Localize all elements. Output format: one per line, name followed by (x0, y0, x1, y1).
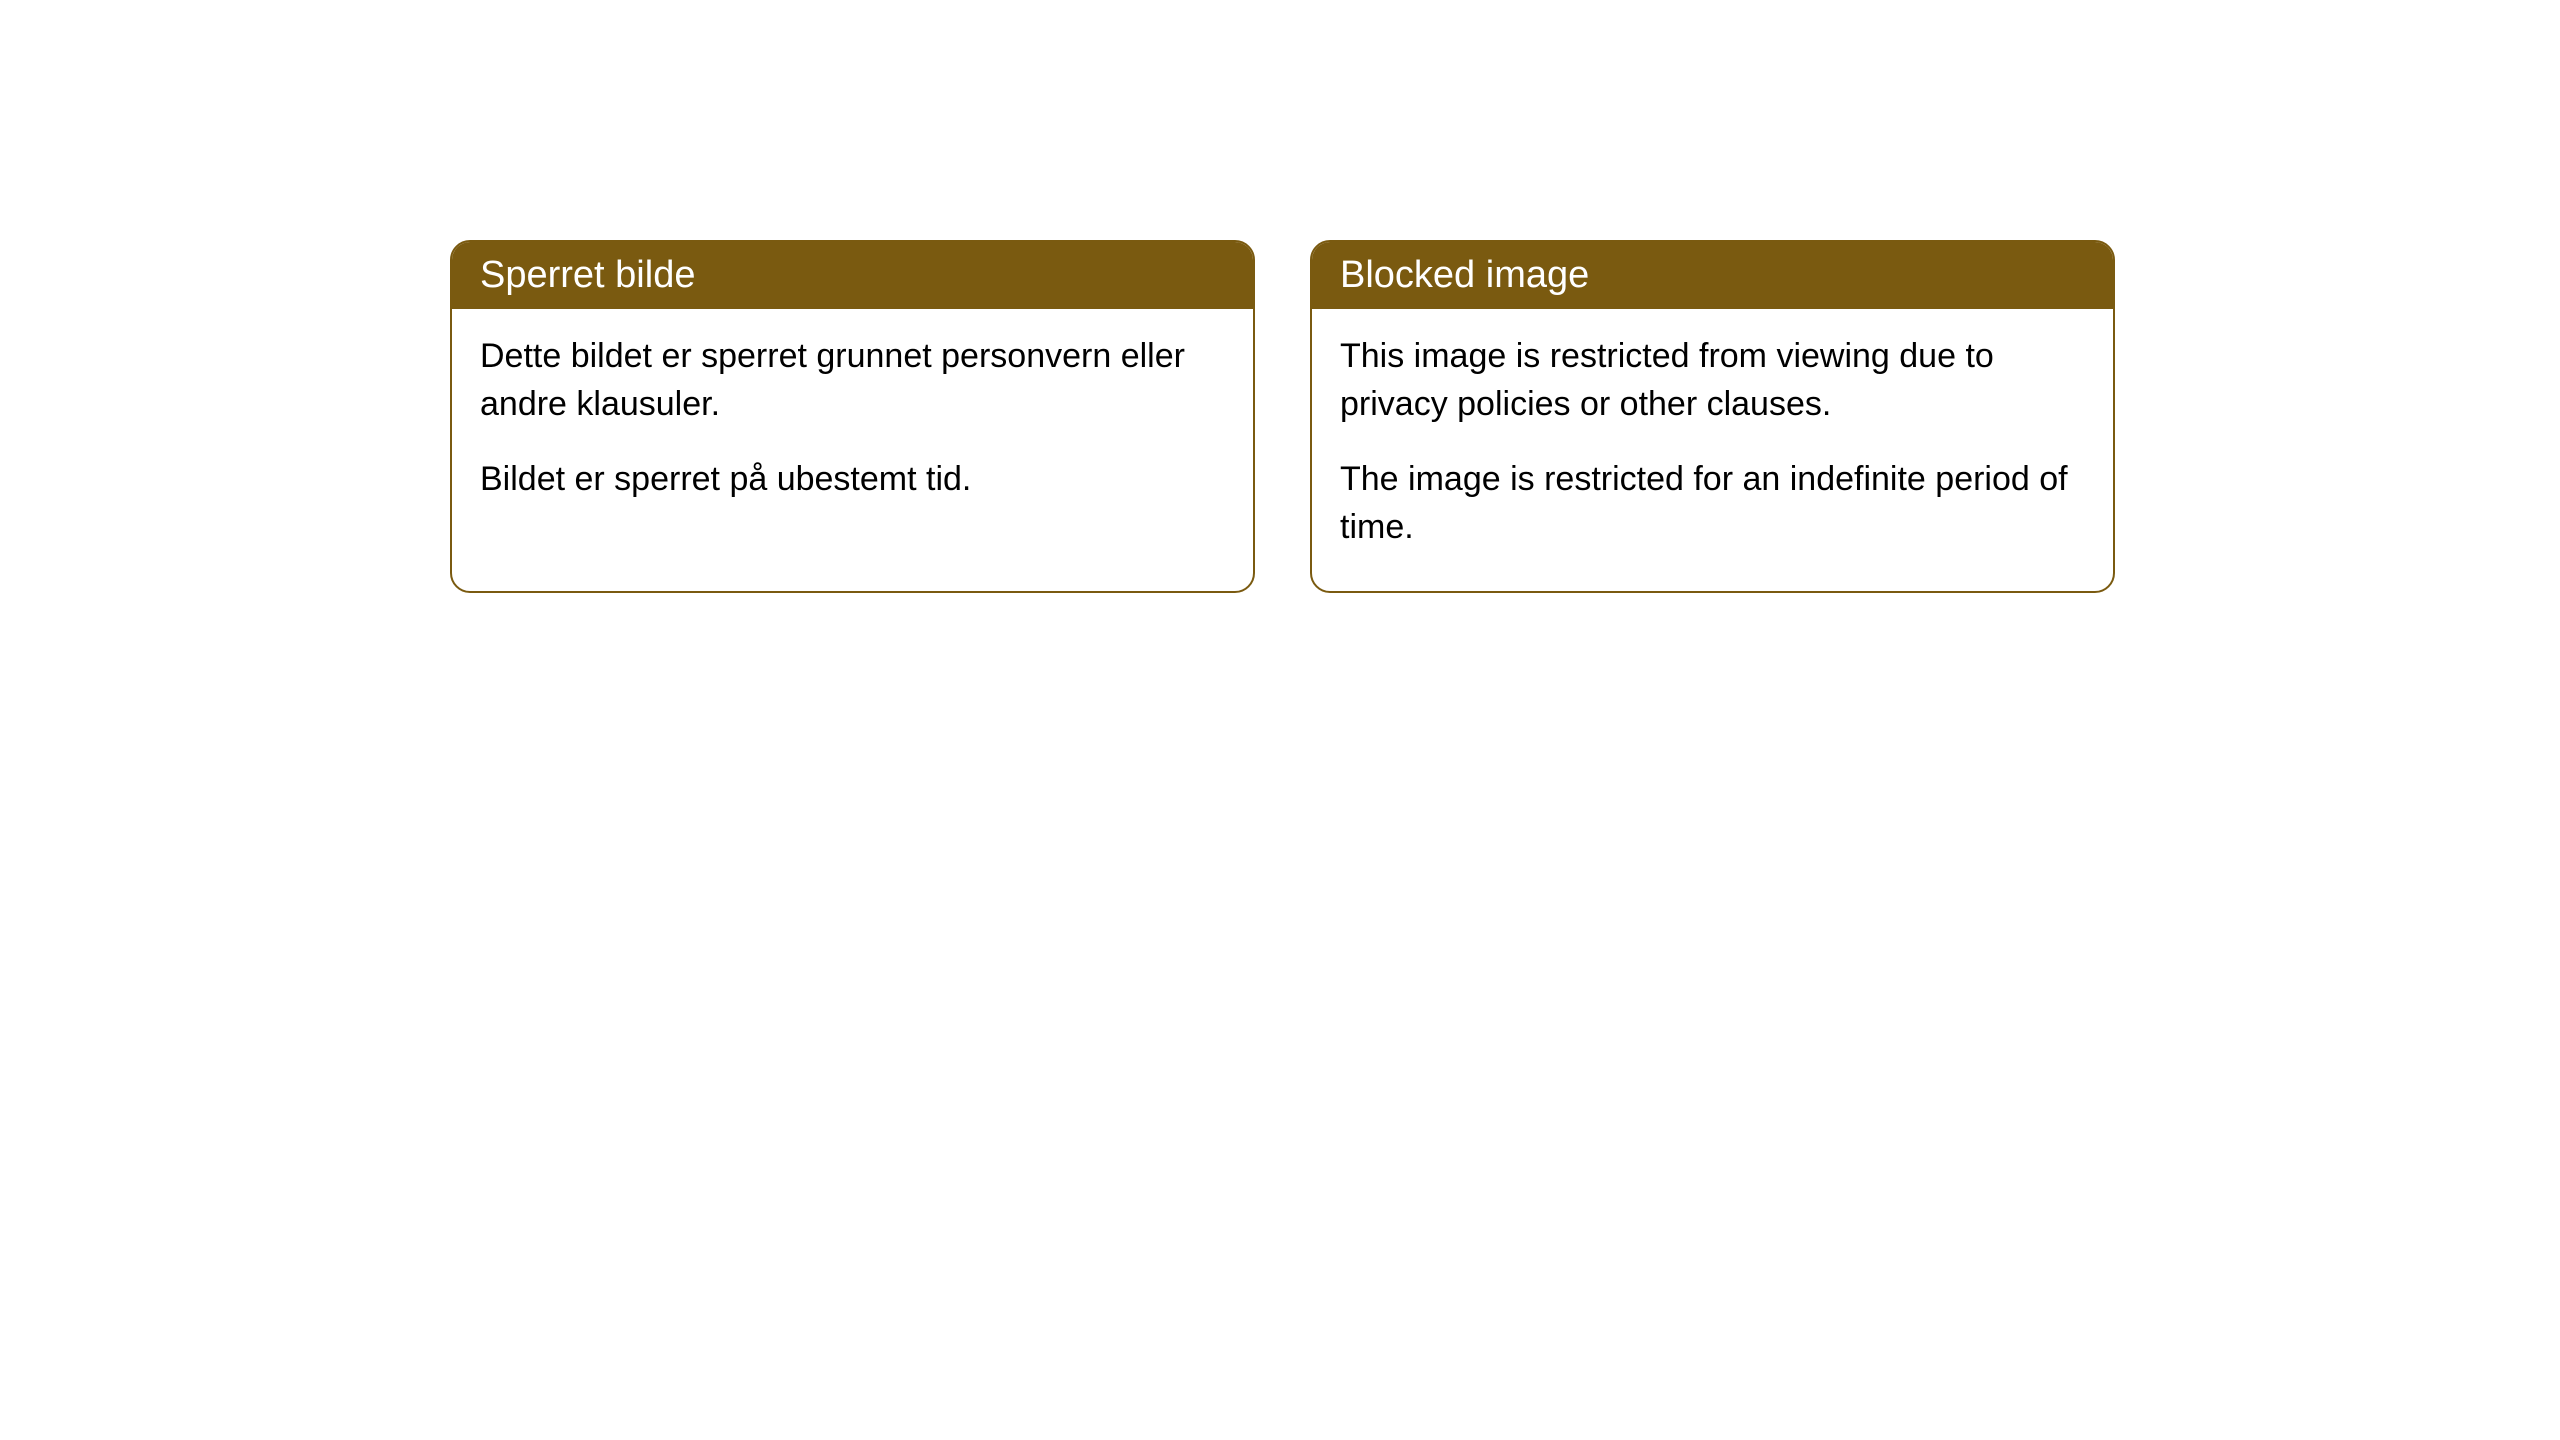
card-header-english: Blocked image (1312, 242, 2113, 309)
card-body-norwegian: Dette bildet er sperret grunnet personve… (452, 309, 1253, 544)
card-paragraph-2: Bildet er sperret på ubestemt tid. (480, 456, 1225, 504)
card-body-english: This image is restricted from viewing du… (1312, 309, 2113, 591)
card-paragraph-1: This image is restricted from viewing du… (1340, 333, 2085, 428)
card-container: Sperret bilde Dette bildet er sperret gr… (0, 0, 2560, 593)
card-paragraph-1: Dette bildet er sperret grunnet personve… (480, 333, 1225, 428)
blocked-image-card-english: Blocked image This image is restricted f… (1310, 240, 2115, 593)
card-paragraph-2: The image is restricted for an indefinit… (1340, 456, 2085, 551)
card-header-norwegian: Sperret bilde (452, 242, 1253, 309)
blocked-image-card-norwegian: Sperret bilde Dette bildet er sperret gr… (450, 240, 1255, 593)
